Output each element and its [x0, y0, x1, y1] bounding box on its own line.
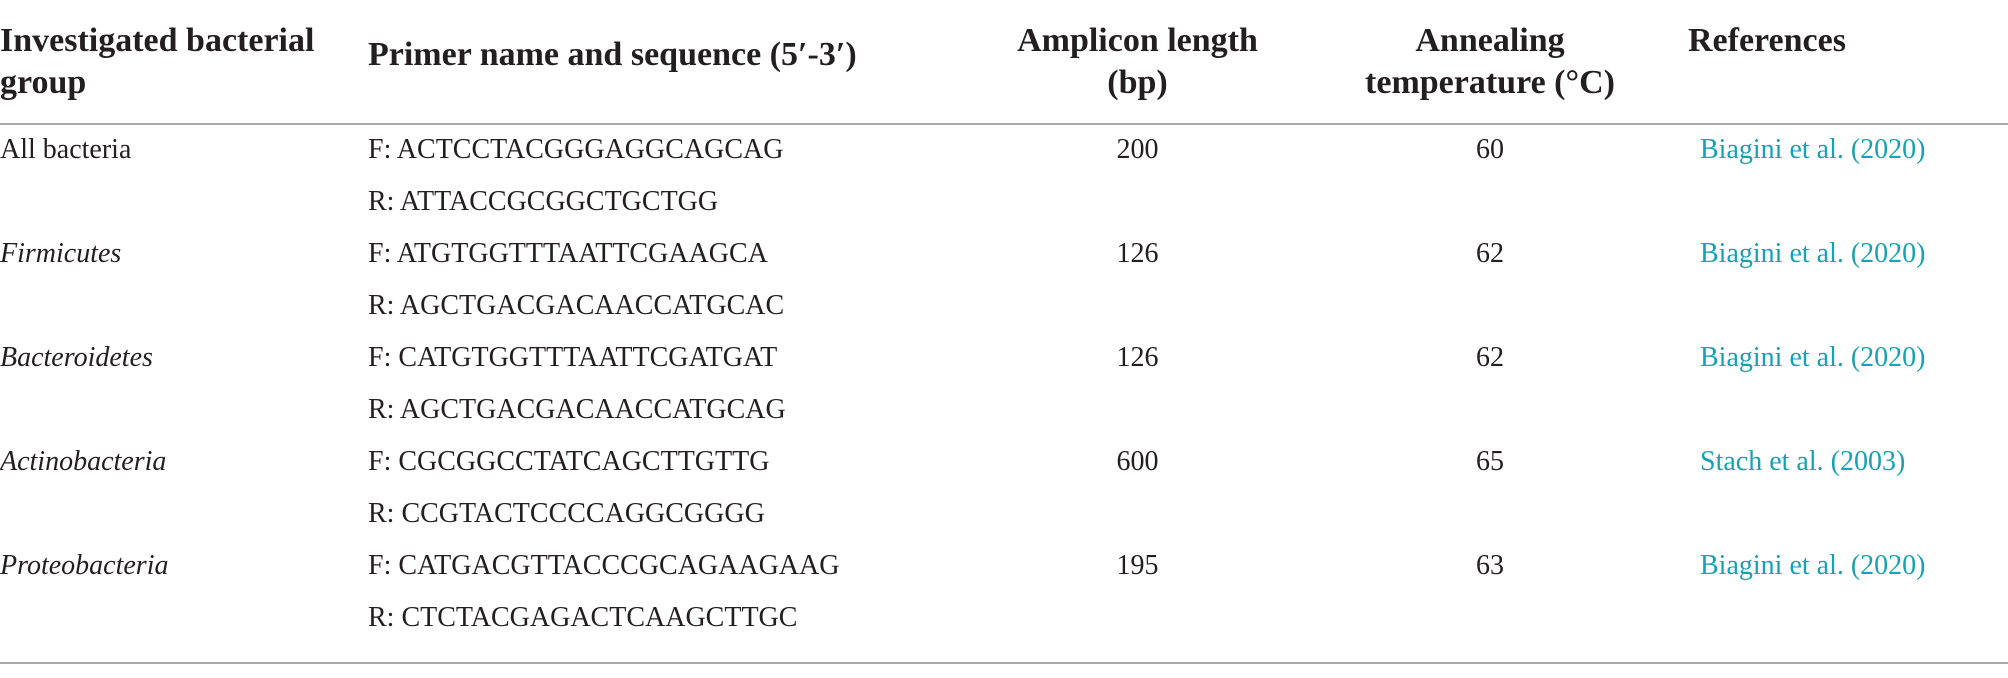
cell-annealing-temperature: 62: [1476, 238, 1504, 269]
header-investigated-group: Investigated bacterial group: [0, 20, 350, 104]
cell-annealing-temperature: 65: [1476, 446, 1504, 477]
cell-bacterial-group: Proteobacteria: [0, 550, 169, 581]
cell-annealing-temperature: 62: [1476, 342, 1504, 373]
reference-link[interactable]: Biagini et al. (2020): [1700, 238, 1926, 269]
cell-amplicon-length: 600: [1116, 446, 1159, 477]
cell-bacterial-group: Bacteroidetes: [0, 342, 153, 373]
table-row: Proteobacteria F: CATGACGTTACCCGCAGAAGAA…: [0, 540, 2008, 644]
cell-bacterial-group: All bacteria: [0, 134, 132, 165]
cell-amplicon-length: 126: [1116, 238, 1159, 269]
header-primer: Primer name and sequence (5′-3′): [368, 36, 857, 73]
header-group-line2: group: [0, 64, 87, 101]
cell-forward-primer: F: CATGACGTTACCCGCAGAAGAAG: [368, 550, 840, 581]
table-header: Investigated bacterial group Primer name…: [0, 0, 2008, 124]
table-row: Bacteroidetes F: CATGTGGTTTAATTCGATGAT R…: [0, 332, 2008, 436]
table-row: All bacteria F: ACTCCTACGGGAGGCAGCAG R: …: [0, 124, 2008, 228]
cell-reverse-primer: R: CTCTACGAGACTCAAGCTTGC: [368, 602, 798, 633]
reference-link[interactable]: Biagini et al. (2020): [1700, 550, 1926, 581]
header-group-line1: Investigated bacterial: [0, 22, 315, 59]
cell-forward-primer: F: CGCGGCCTATCAGCTTGTTG: [368, 446, 770, 477]
table-bottom-rule: [0, 662, 2008, 664]
header-divider: [0, 123, 2008, 125]
cell-amplicon-length: 126: [1116, 342, 1159, 373]
header-annealing-temperature: Annealing temperature (°C): [1340, 20, 1640, 104]
cell-reverse-primer: R: AGCTGACGACAACCATGCAC: [368, 290, 785, 321]
cell-forward-primer: F: CATGTGGTTTAATTCGATGAT: [368, 342, 778, 373]
header-annealing-line2: temperature (°C): [1365, 64, 1615, 101]
header-amplicon-length: Amplicon length (bp): [990, 20, 1285, 104]
cell-amplicon-length: 195: [1116, 550, 1159, 581]
header-annealing-line1: Annealing: [1415, 22, 1565, 59]
table-row: Actinobacteria F: CGCGGCCTATCAGCTTGTTG R…: [0, 436, 2008, 540]
reference-link[interactable]: Biagini et al. (2020): [1700, 134, 1926, 165]
cell-annealing-temperature: 60: [1476, 134, 1504, 165]
cell-forward-primer: F: ATGTGGTTTAATTCGAAGCA: [368, 238, 768, 269]
reference-link[interactable]: Biagini et al. (2020): [1700, 342, 1926, 373]
cell-reverse-primer: R: ATTACCGCGGCTGCTGG: [368, 186, 719, 217]
cell-reverse-primer: R: CCGTACTCCCCAGGCGGGG: [368, 498, 765, 529]
cell-annealing-temperature: 63: [1476, 550, 1504, 581]
cell-forward-primer: F: ACTCCTACGGGAGGCAGCAG: [368, 134, 784, 165]
table-row: Firmicutes F: ATGTGGTTTAATTCGAAGCA R: AG…: [0, 228, 2008, 332]
header-amplicon-line1: Amplicon length: [1017, 22, 1258, 59]
cell-bacterial-group: Firmicutes: [0, 238, 122, 269]
reference-link[interactable]: Stach et al. (2003): [1700, 446, 1906, 477]
cell-bacterial-group: Actinobacteria: [0, 446, 167, 477]
cell-reverse-primer: R: AGCTGACGACAACCATGCAG: [368, 394, 786, 425]
cell-amplicon-length: 200: [1116, 134, 1159, 165]
header-amplicon-line2: (bp): [1107, 64, 1168, 101]
header-references: References: [1688, 22, 1846, 59]
